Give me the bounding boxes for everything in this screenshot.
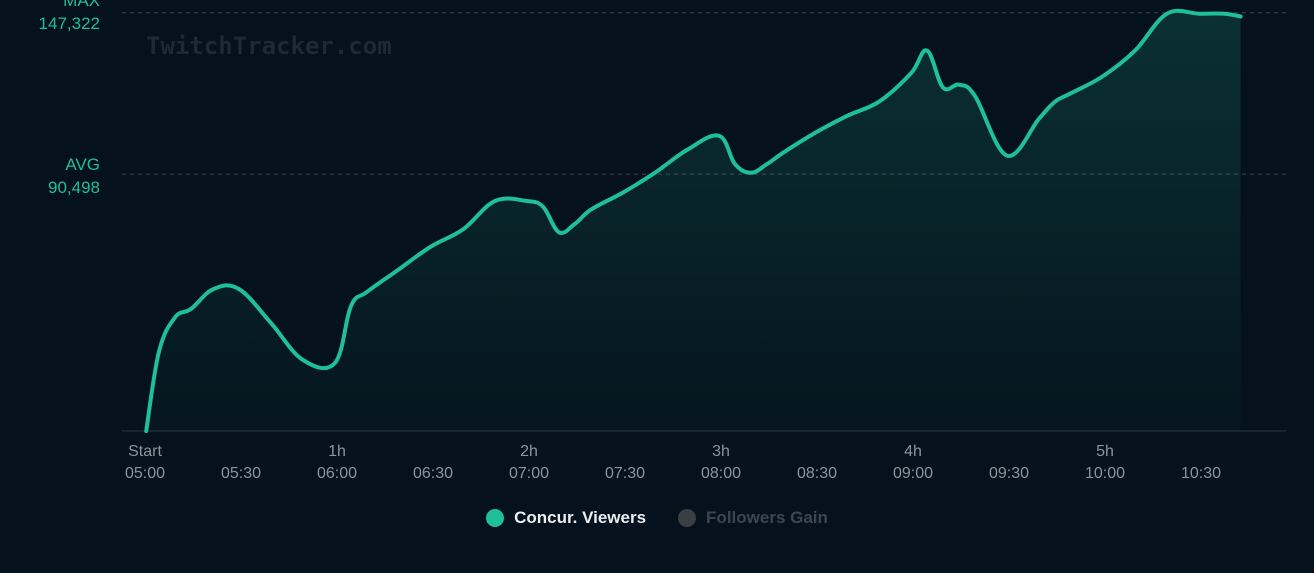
x-tick-label-time: 08:00 xyxy=(701,465,741,482)
x-tick-label-duration: 4h xyxy=(904,443,922,460)
x-tick-label-duration: Start xyxy=(128,443,162,460)
x-tick-label-time: 06:00 xyxy=(317,465,357,482)
x-axis-ticks: Start 05:00 05:30 1h 06:00 06:30 2h 07:00 07:30 3… xyxy=(125,443,1221,482)
x-tick-label-time: 10:00 xyxy=(1085,465,1125,482)
avg-label: AVG xyxy=(65,155,100,174)
series-area xyxy=(146,10,1241,431)
x-tick-label-time: 07:30 xyxy=(605,465,645,482)
legend-item-followers-gain[interactable]: Followers Gain xyxy=(678,508,828,528)
watermark: TwitchTracker.com xyxy=(146,32,392,60)
x-tick-label-time: 05:30 xyxy=(221,465,261,482)
legend-label: Concur. Viewers xyxy=(514,508,647,527)
x-tick-label-time: 05:00 xyxy=(125,465,165,482)
x-tick-label-time: 09:00 xyxy=(893,465,933,482)
x-tick-label-time: 09:30 xyxy=(989,465,1029,482)
legend-label: Followers Gain xyxy=(706,508,828,527)
x-tick-label-duration: 1h xyxy=(328,443,346,460)
legend-item-concur-viewers[interactable]: Concur. Viewers xyxy=(486,508,646,528)
avg-value: 90,498 xyxy=(48,178,100,197)
legend-dot-icon xyxy=(678,509,697,527)
x-tick-label-time: 06:30 xyxy=(413,465,453,482)
series-line-concur-viewers xyxy=(144,8,1243,433)
x-tick-label-duration: 3h xyxy=(712,443,730,460)
legend: Concur. Viewers Followers Gain xyxy=(0,508,1314,528)
x-tick-label-time: 07:00 xyxy=(509,465,549,482)
x-tick-label-time: 10:30 xyxy=(1181,465,1221,482)
chart-plot: TwitchTracker.com MAX 147,322 AVG 90,498… xyxy=(39,0,1286,482)
max-label: MAX xyxy=(63,0,100,10)
x-tick-label-time: 08:30 xyxy=(797,465,837,482)
max-value: 147,322 xyxy=(39,14,100,33)
x-tick-label-duration: 2h xyxy=(520,443,538,460)
legend-dot-icon xyxy=(486,509,505,527)
x-tick-label-duration: 5h xyxy=(1096,443,1114,460)
